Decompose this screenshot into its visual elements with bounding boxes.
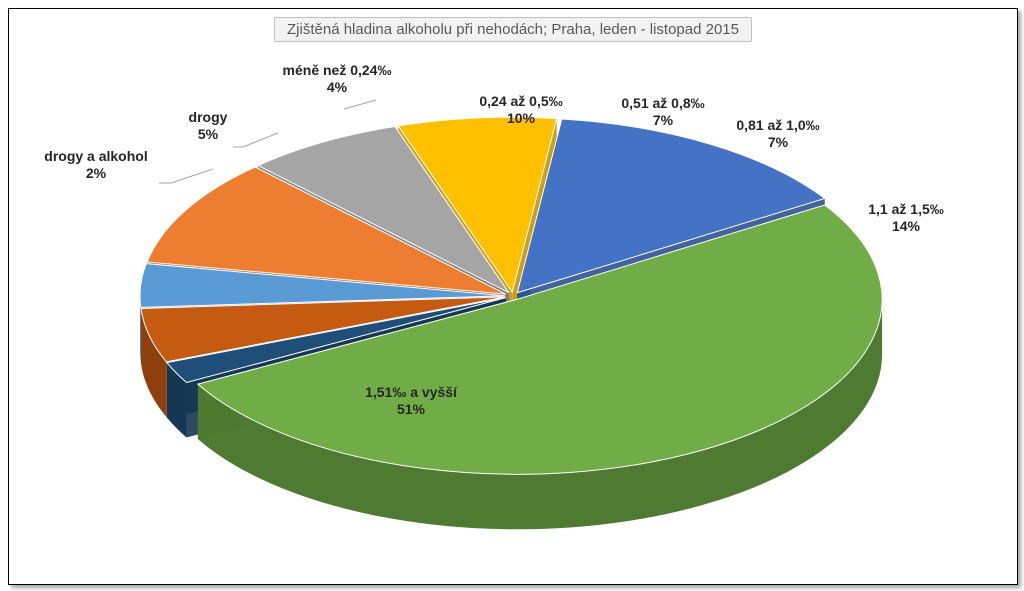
- slice-label: méně než 0,24‰4%: [283, 62, 392, 96]
- slice-label-name: drogy: [189, 109, 228, 126]
- slice-label-pct: 7%: [621, 112, 704, 129]
- slice-label: drogy a alkohol2%: [44, 148, 147, 182]
- leader-line: [159, 169, 213, 183]
- slice-label: 0,24 až 0,5‰10%: [479, 93, 562, 127]
- slice-label: drogy5%: [189, 109, 228, 143]
- chart-frame: Zjištěná hladina alkoholu při nehodách; …: [8, 8, 1018, 585]
- slice-label-name: drogy a alkohol: [44, 148, 147, 165]
- slice-label-name: méně než 0,24‰: [283, 62, 392, 79]
- slice-label-name: 0,81 až 1,0‰: [736, 117, 819, 134]
- slice-label-name: 1,1 až 1,5‰: [868, 201, 944, 218]
- slice-label-pct: 4%: [283, 79, 392, 96]
- slice-label-pct: 14%: [868, 218, 944, 235]
- leader-line: [344, 100, 376, 109]
- slice-label-name: 0,51 až 0,8‰: [621, 95, 704, 112]
- slice-label-pct: 5%: [189, 126, 228, 143]
- slice-label-pct: 2%: [44, 165, 147, 182]
- leader-line: [233, 133, 278, 147]
- slice-label-name: 1,51‰ a vyšší: [365, 384, 457, 401]
- slice-label: 0,51 až 0,8‰7%: [621, 95, 704, 129]
- slice-label-pct: 10%: [479, 110, 562, 127]
- slice-label: 1,51‰ a vyšší51%: [365, 384, 457, 418]
- slice-label-pct: 51%: [365, 401, 457, 418]
- slice-label: 1,1 až 1,5‰14%: [868, 201, 944, 235]
- slice-label: 0,81 až 1,0‰7%: [736, 117, 819, 151]
- slice-label-name: 0,24 až 0,5‰: [479, 93, 562, 110]
- slice-label-pct: 7%: [736, 134, 819, 151]
